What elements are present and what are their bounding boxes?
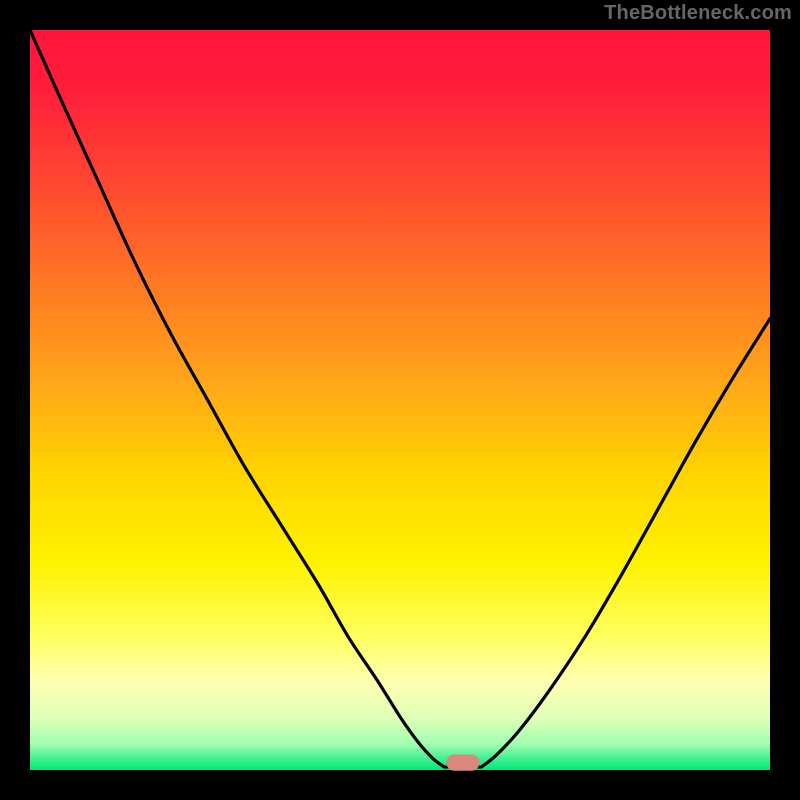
optimal-point-marker [446,754,479,770]
chart-svg [0,0,800,800]
chart-stage: TheBottleneck.com [0,0,800,800]
plot-area [30,30,770,770]
